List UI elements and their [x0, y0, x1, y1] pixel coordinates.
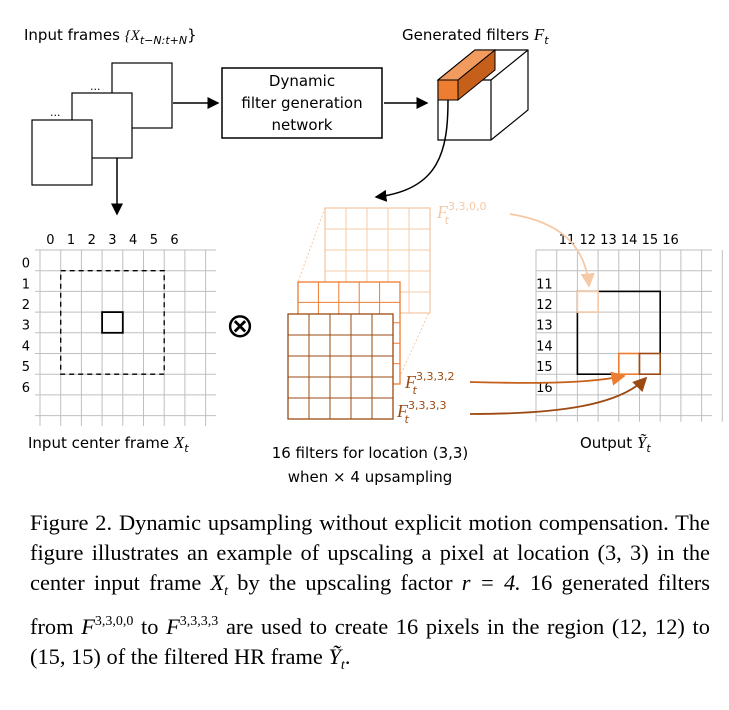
input-frames-label: Input frames {Xt−N:t+N} [24, 26, 197, 47]
output-pixel-first [576, 290, 599, 313]
input-col-label: 0 [46, 233, 54, 248]
output-row-label: 12 [536, 298, 553, 313]
arrow-cube-to-filters [374, 99, 449, 202]
dfgn-line2: filter generation [241, 94, 362, 112]
filter-column [436, 48, 497, 102]
arrow-mid-filter-to-output [469, 371, 626, 386]
output-row-label: 11 [536, 277, 553, 292]
output-row-label: 14 [536, 339, 553, 354]
input-frames-stack [31, 62, 173, 186]
input-row-label: 4 [22, 339, 30, 354]
output-pixel-last [638, 352, 662, 376]
input-row-label: 2 [22, 298, 30, 313]
filter-label-bot: F3,3,3,3 t [396, 399, 446, 426]
input-grid [35, 249, 216, 426]
arrow-bot-filter-to-output [469, 376, 648, 415]
input-col-label: 6 [170, 233, 178, 248]
figure-diagram: Input frames {Xt−N:t+N} ... ... Dynamic … [22, 25, 723, 486]
input-row-label: 6 [22, 381, 30, 396]
arrow-top-filter-to-output [509, 213, 595, 288]
input-center-pixel [101, 311, 124, 334]
input-row-label: 3 [22, 319, 30, 334]
output-col-label: 12 [579, 233, 596, 248]
filter-projection-line [297, 207, 326, 283]
dfgn-line1: Dynamic [269, 72, 335, 90]
generated-filters-label: Generated filters Ft [402, 25, 549, 47]
frames-dots-2: ... [50, 106, 61, 119]
output-col-label: 13 [600, 233, 617, 248]
input-col-label: 3 [108, 233, 116, 248]
input-col-label: 5 [150, 233, 158, 248]
input-row-label: 5 [22, 360, 30, 375]
output-label: Output Ỹt [580, 433, 651, 455]
figure-caption: Figure 2. Dynamic upsampling without exp… [30, 510, 710, 673]
filter-projection-line [399, 309, 431, 377]
output-col-label: 15 [642, 233, 659, 248]
filter-label-mid: F3,3,3,2 t [404, 370, 454, 397]
output-row-label: 15 [536, 360, 553, 375]
input-col-label: 1 [67, 233, 75, 248]
filter-label-top: F3,3,0,0 t [436, 200, 486, 227]
input-col-label: 4 [129, 233, 137, 248]
frames-dots-1: ... [90, 80, 101, 93]
convolution-operator: ⊗ [226, 306, 255, 346]
output-grid [535, 249, 723, 422]
filters-caption-line2: when × 4 upsampling [288, 468, 452, 486]
dfgn-line3: network [272, 116, 333, 134]
input-row-label: 0 [22, 257, 30, 272]
filter-stack [287, 207, 431, 420]
input-neighborhood-box [60, 270, 165, 375]
output-col-label: 14 [621, 233, 638, 248]
output-col-label: 11 [559, 233, 576, 248]
input-center-label: Input center frame Xt [28, 433, 189, 455]
dfgn-box [221, 67, 383, 139]
filters-caption-line1: 16 filters for location (3,3) [272, 444, 469, 462]
filter-bot [287, 313, 394, 420]
input-col-label: 2 [88, 233, 96, 248]
output-row-label: 16 [536, 381, 553, 396]
output-col-label: 16 [662, 233, 679, 248]
output-row-label: 13 [536, 319, 553, 334]
input-row-label: 1 [22, 277, 30, 292]
output-pixel-mid [617, 352, 641, 376]
